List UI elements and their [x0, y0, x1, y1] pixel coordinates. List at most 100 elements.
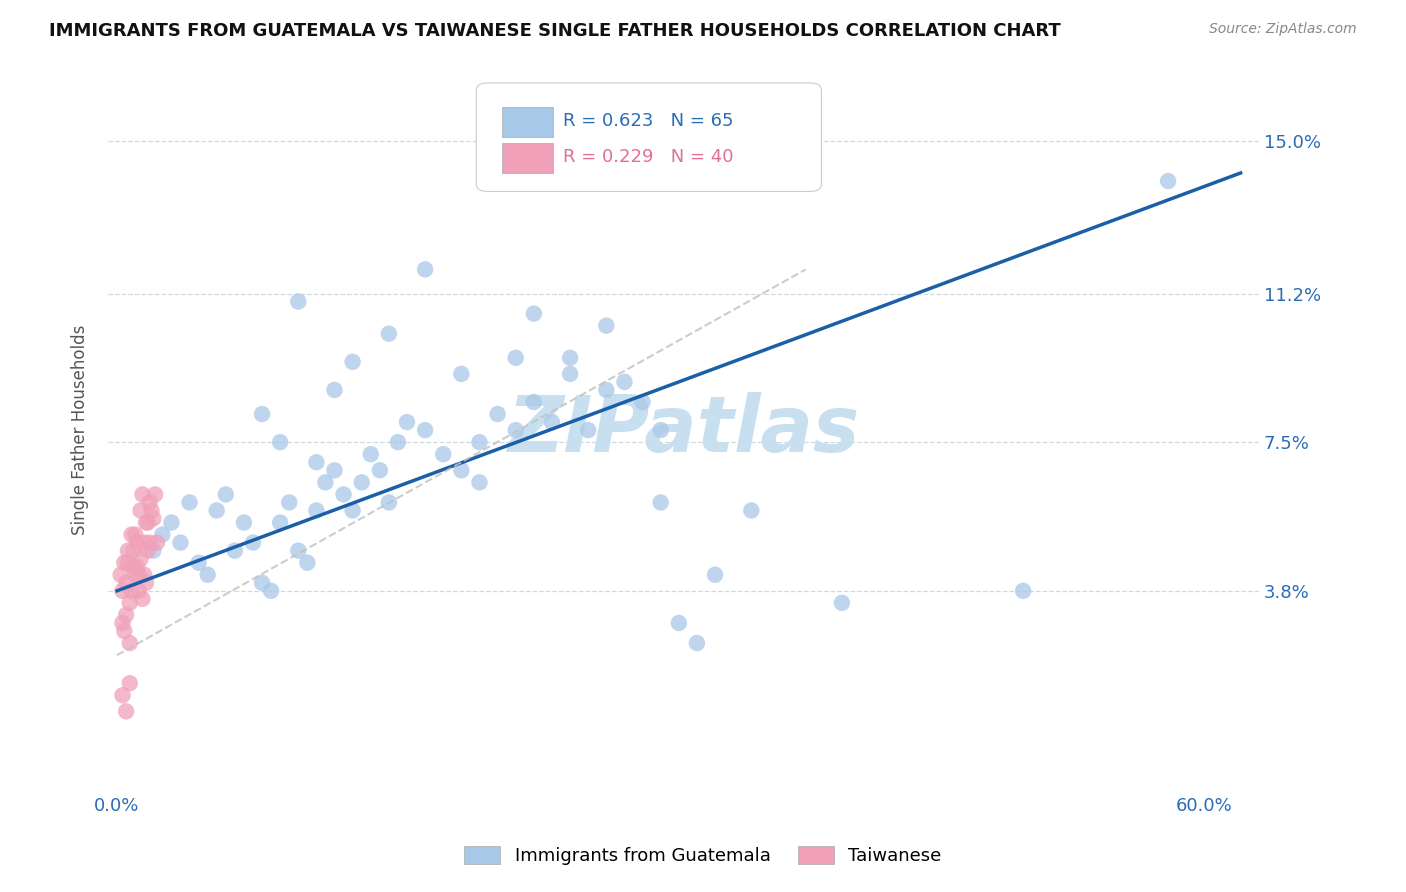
Point	[1012, 583, 1035, 598]
Point	[704, 567, 727, 582]
Point	[136, 543, 159, 558]
Point	[740, 503, 762, 517]
Point	[505, 423, 527, 437]
Point	[125, 559, 148, 574]
Point	[323, 463, 346, 477]
Point	[111, 583, 134, 598]
Point	[121, 583, 143, 598]
Point	[387, 435, 409, 450]
Point	[378, 495, 401, 509]
Point	[124, 567, 146, 582]
Point	[297, 556, 319, 570]
Point	[118, 676, 141, 690]
Point	[112, 624, 135, 638]
Point	[305, 455, 328, 469]
Point	[595, 318, 617, 333]
Point	[141, 503, 163, 517]
Point	[350, 475, 373, 490]
Point	[486, 407, 509, 421]
Text: R = 0.623   N = 65: R = 0.623 N = 65	[562, 112, 733, 130]
Text: ZIPatlas: ZIPatlas	[508, 392, 859, 468]
Point	[122, 559, 145, 574]
Point	[146, 535, 169, 549]
Point	[395, 415, 418, 429]
Point	[269, 516, 291, 530]
Point	[505, 351, 527, 365]
Point	[432, 447, 454, 461]
Point	[250, 575, 273, 590]
Point	[179, 495, 201, 509]
Text: R = 0.229   N = 40: R = 0.229 N = 40	[562, 148, 733, 167]
Point	[142, 511, 165, 525]
Point	[278, 495, 301, 509]
Point	[131, 487, 153, 501]
Point	[110, 567, 132, 582]
Point	[1157, 174, 1180, 188]
Point	[831, 596, 853, 610]
Point	[558, 351, 581, 365]
Point	[115, 704, 138, 718]
Point	[523, 307, 546, 321]
Point	[468, 435, 491, 450]
Point	[118, 596, 141, 610]
Point	[205, 503, 228, 517]
Point	[269, 435, 291, 450]
Point	[613, 375, 636, 389]
Point	[314, 475, 336, 490]
Point	[138, 495, 160, 509]
Point	[668, 615, 690, 630]
Point	[138, 535, 160, 549]
Point	[129, 503, 152, 517]
Point	[287, 543, 309, 558]
Point	[134, 567, 156, 582]
Point	[129, 551, 152, 566]
Point	[117, 543, 139, 558]
Point	[650, 495, 672, 509]
Point	[128, 583, 150, 598]
Point	[250, 407, 273, 421]
Point	[595, 383, 617, 397]
Point	[131, 591, 153, 606]
Point	[118, 636, 141, 650]
Point	[135, 516, 157, 530]
Point	[576, 423, 599, 437]
Point	[342, 355, 364, 369]
Point	[323, 383, 346, 397]
Point	[197, 567, 219, 582]
Point	[124, 527, 146, 541]
Point	[558, 367, 581, 381]
Point	[150, 527, 173, 541]
Point	[187, 556, 209, 570]
Point	[523, 395, 546, 409]
FancyBboxPatch shape	[477, 83, 821, 192]
Text: Source: ZipAtlas.com: Source: ZipAtlas.com	[1209, 22, 1357, 37]
Point	[125, 535, 148, 549]
Point	[111, 615, 134, 630]
Point	[115, 607, 138, 622]
Point	[142, 543, 165, 558]
Point	[111, 688, 134, 702]
Point	[224, 543, 246, 558]
Point	[112, 556, 135, 570]
Point	[242, 535, 264, 549]
Point	[232, 516, 254, 530]
Point	[260, 583, 283, 598]
Point	[128, 567, 150, 582]
Point	[117, 556, 139, 570]
Point	[169, 535, 191, 549]
Point	[215, 487, 238, 501]
Point	[368, 463, 391, 477]
Point	[134, 535, 156, 549]
Point	[342, 503, 364, 517]
Point	[468, 475, 491, 490]
Point	[360, 447, 382, 461]
Point	[115, 575, 138, 590]
Point	[136, 516, 159, 530]
Point	[135, 575, 157, 590]
Point	[378, 326, 401, 341]
Point	[143, 487, 166, 501]
Point	[541, 415, 564, 429]
FancyBboxPatch shape	[502, 107, 554, 137]
Point	[450, 463, 472, 477]
Point	[413, 262, 436, 277]
